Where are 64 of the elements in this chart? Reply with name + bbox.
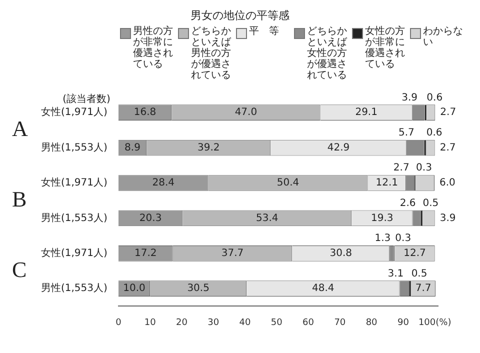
data-label: 6.0	[440, 178, 456, 189]
legend-label: 男性の方が非常に優遇されている	[133, 26, 174, 70]
y-tick-label: 女性(1,971人)	[40, 106, 108, 118]
data-label: 0.5	[411, 268, 428, 280]
data-label: 37.7	[221, 248, 244, 259]
data-label: 28.4	[152, 178, 174, 189]
data-label: 1.3	[374, 233, 391, 244]
data-label: 12.1	[376, 178, 398, 189]
data-label: 3.1	[388, 268, 404, 280]
data-label: 10.0	[123, 283, 146, 294]
x-tick-label: 100(%)	[418, 318, 452, 328]
x-tick-label: 80	[366, 318, 378, 328]
data-label: 42.9	[327, 142, 350, 154]
legend-label: 女性の方が非常に優遇されている	[365, 26, 406, 70]
data-label: 0.5	[422, 198, 439, 209]
text: B	[12, 186, 27, 212]
data-label: 7.7	[415, 283, 432, 294]
data-label: 17.2	[134, 248, 157, 259]
data-label: 19.3	[371, 212, 394, 224]
chart-title: 男女の地位の平等感	[190, 8, 290, 23]
legend-label: わからない	[423, 26, 464, 48]
data-label: 5.7	[398, 127, 414, 138]
x-tick-label: 10	[144, 318, 156, 328]
data-label: 53.4	[256, 212, 278, 224]
x-tick-label: 20	[176, 318, 188, 328]
data-label: 0.3	[416, 162, 432, 174]
data-label: 16.8	[134, 107, 156, 118]
x-tick-label: 0	[116, 318, 122, 328]
data-label: 3.9	[402, 92, 418, 104]
data-label: 2.6	[400, 198, 416, 209]
x-tick-label: 60	[302, 318, 314, 328]
x-tick-label: 50	[270, 318, 283, 328]
data-label: 30.5	[187, 283, 210, 294]
data-label: 30.8	[330, 248, 352, 259]
data-label: 8.9	[124, 142, 140, 154]
data-label: 0.3	[395, 233, 412, 244]
text: A	[12, 116, 28, 141]
y-tick-label: 女性(1,971人)	[40, 176, 108, 189]
text: C	[12, 256, 27, 282]
legend-label: どちらかといえば男性の方が優遇されている	[191, 26, 232, 81]
data-label: 39.2	[197, 142, 220, 154]
data-label: 3.9	[440, 212, 456, 224]
x-tick-label: 40	[239, 318, 251, 328]
y-tick-label: 男性(1,553人)	[40, 141, 108, 154]
data-label: 50.4	[276, 178, 300, 189]
text: (該当者数)	[62, 93, 111, 106]
data-label: 2.7	[440, 107, 456, 118]
y-tick-label: 男性(1,553人)	[40, 212, 108, 224]
data-label: 2.7	[440, 142, 456, 154]
x-tick-label: 30	[208, 318, 220, 328]
data-label: 12.7	[404, 248, 426, 259]
x-tick-label: 90	[397, 318, 410, 328]
data-label: 48.4	[312, 283, 334, 294]
data-label: 0.6	[426, 127, 442, 138]
data-label: 0.6	[426, 92, 443, 104]
y-tick-label: 女性(1,971人)	[40, 246, 108, 259]
data-label: 29.1	[355, 107, 378, 118]
legend-label: 平 等	[249, 26, 279, 37]
x-tick-label: 70	[334, 318, 346, 328]
data-label: 2.7	[393, 162, 410, 174]
y-tick-label: 男性(1,553人)	[40, 282, 108, 294]
legend-label: どちらかといえば女性の方が優遇されている	[307, 26, 348, 81]
data-label: 20.3	[139, 212, 162, 224]
data-label: 47.0	[234, 107, 258, 118]
